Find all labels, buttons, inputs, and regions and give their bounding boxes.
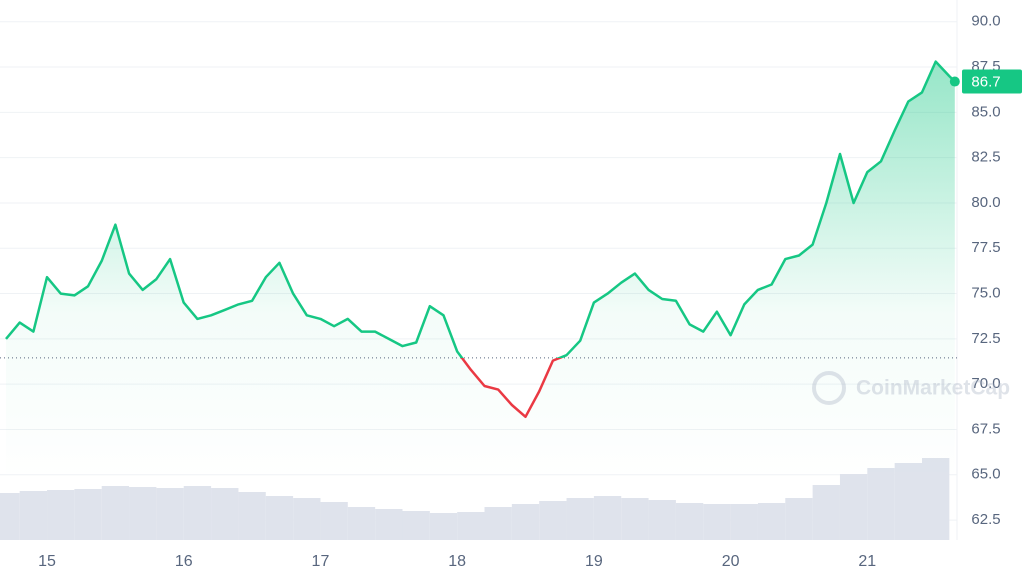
volume-bar [402,511,430,540]
current-price-box [962,69,1022,94]
volume-bar [566,498,594,540]
volume-bar [703,504,731,540]
volume-bar [839,474,868,540]
y-tick-label: 70.0 [971,375,1000,392]
volume-bar [347,507,376,540]
price-line [5,60,956,419]
y-tick-label: 67.5 [971,420,1000,437]
x-tick-label: 18 [448,553,466,570]
volume-bar [812,485,840,540]
volume-bar [429,513,458,540]
watermark: CoinMarketCap [812,371,1010,405]
volume-bar [648,500,676,540]
volume-bar [484,507,512,540]
volume-bar [129,487,157,540]
volume-bar [730,504,758,540]
y-tick-label: 90.0 [971,13,1000,30]
volume-bar [156,488,184,540]
volume-bar [511,504,540,540]
x-tick-label: 15 [38,553,56,570]
volume-bar [375,509,403,540]
volume-bar [675,503,704,540]
y-tick-label: 62.5 [971,511,1000,528]
volume-bar [101,486,130,540]
volume-bar [593,496,622,540]
price-area [6,61,955,480]
volume-bar [265,496,294,540]
y-tick-label: 82.5 [971,149,1000,166]
volume-bar [211,488,239,540]
volume-bar [621,498,649,540]
volume-bar [785,498,813,540]
volume-bar [320,502,348,540]
x-tick-label: 19 [585,553,603,570]
volume-bar [183,486,212,540]
volume-bar [293,498,321,540]
volume-bar [47,490,75,540]
x-tick-label: 21 [858,553,876,570]
current-price-label: 86.7 [971,74,1000,91]
y-tick-label: 65.0 [971,466,1000,483]
watermark-text: CoinMarketCap [856,377,1010,400]
volume-bar [457,512,485,540]
y-tick-label: 75.0 [971,285,1000,302]
volume-bar [19,491,48,540]
y-tick-label: 77.5 [971,239,1000,256]
volume-bar [539,501,567,540]
last-point [949,76,960,87]
volume-bar [757,503,786,540]
volume-bar [0,493,20,540]
y-tick-label: 85.0 [971,103,1000,120]
y-tick-label: 72.5 [971,330,1000,347]
x-tick-label: 20 [722,553,740,570]
volume-bar [238,492,266,540]
volume-bar [74,489,102,540]
y-tick-label: 80.0 [971,194,1000,211]
x-tick-label: 16 [175,553,193,570]
x-tick-label: 17 [312,553,330,570]
